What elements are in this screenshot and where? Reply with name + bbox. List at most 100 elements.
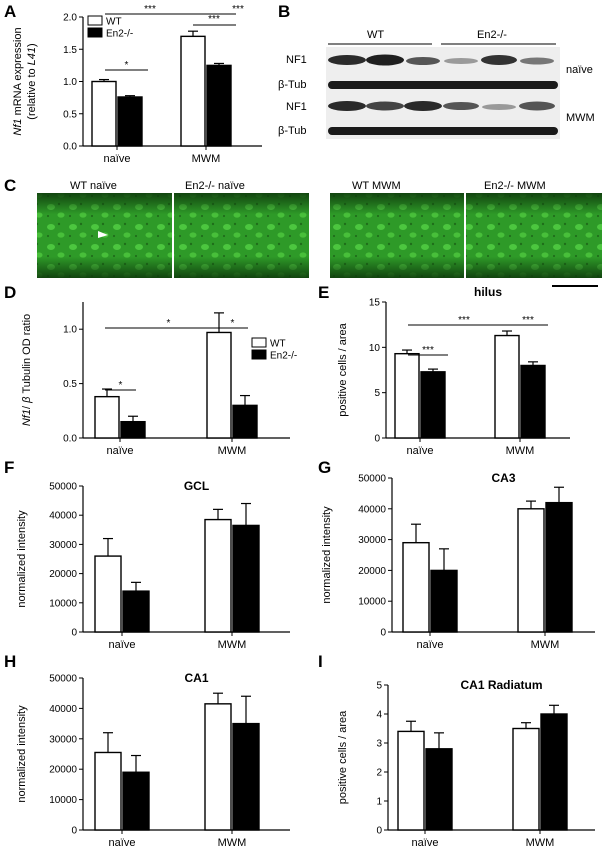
y-axis-label: normalized intensity — [16, 510, 28, 608]
y-tick-label: 50000 — [49, 674, 77, 685]
x-tick-label: naïve — [109, 837, 136, 849]
micrograph-wt-mwm — [330, 193, 464, 278]
y-tick-label: 20000 — [49, 569, 77, 580]
bar — [120, 420, 146, 439]
blot-band — [406, 57, 440, 65]
y-tick-label: 40000 — [358, 504, 386, 515]
x-tick-label: MWM — [218, 445, 247, 457]
x-tick-label: naïve — [104, 153, 131, 165]
y-tick-label: 5 — [374, 388, 380, 399]
x-tick-label: MWM — [531, 639, 560, 651]
chart-panel-d: 0.0 0.5 1.0 naïve MWM Nf1/ β Tubulin OD ratio… — [21, 302, 297, 457]
significance-label: * — [125, 60, 129, 71]
panel-letter-i: I — [318, 652, 323, 671]
panel-letter-h: H — [4, 652, 16, 671]
blot-membrane — [326, 47, 560, 139]
x-tick-label: MWM — [506, 445, 535, 457]
bar — [430, 569, 458, 633]
blot-band — [404, 101, 442, 111]
blot-band — [366, 101, 404, 111]
blot-band — [328, 101, 366, 111]
y-tick-label: 30000 — [49, 734, 77, 745]
blot-band — [519, 101, 555, 111]
bar — [520, 364, 546, 439]
blot-row-tub: β-Tub — [278, 79, 307, 91]
y-axis-label: normalized intensity — [16, 705, 28, 803]
significance-label: *** — [422, 345, 434, 356]
y-tick-label: 10000 — [49, 795, 77, 806]
y-tick-label: 1.0 — [63, 325, 77, 336]
blot-band — [443, 102, 479, 110]
legend-swatch — [87, 27, 103, 38]
y-tick-label: 20000 — [49, 765, 77, 776]
y-axis-label: normalized intensity — [321, 506, 333, 604]
significance-label: *** — [458, 315, 470, 326]
blot-row-nf1-b: NF1 — [286, 101, 307, 113]
y-tick-label: 10000 — [358, 597, 386, 608]
significance-label: * — [167, 318, 171, 329]
y-tick-label: 4 — [376, 710, 382, 721]
micro-label-ko-mwm: En2-/- MWM — [484, 180, 546, 192]
y-tick-label: 0.5 — [63, 379, 77, 390]
x-tick-label: MWM — [218, 837, 247, 849]
chart-panel-e: 0 5 10 15 naïve MWM hilus positive cells / area… — [337, 285, 570, 457]
bar — [94, 555, 122, 633]
blot-row-nf1: NF1 — [286, 54, 307, 66]
significance-label: * — [119, 380, 123, 391]
y-axis-label-line: (relative to L41) — [26, 43, 38, 119]
bar — [232, 524, 260, 633]
y-tick-label: 0.0 — [63, 142, 77, 153]
legend-swatch — [251, 337, 267, 348]
bar — [540, 713, 568, 831]
bar — [94, 751, 122, 831]
y-axis-label-part: / — [21, 403, 33, 409]
y-axis-label-part: Tubulin OD ratio — [21, 314, 33, 397]
blot-band — [328, 127, 558, 135]
y-tick-label: 0 — [376, 826, 382, 837]
y-axis-label-line: Nf1 mRNA expression — [12, 27, 24, 135]
bar — [206, 64, 232, 147]
blot-band — [481, 55, 517, 65]
y-tick-label: 15 — [369, 298, 381, 309]
chart-title: CA1 — [184, 671, 208, 685]
chart-panel-f: 0 10000 20000 30000 40000 50000 naïve MWM GCL nor… — [16, 479, 290, 651]
bar — [397, 730, 425, 831]
panel-letter-b: B — [278, 2, 290, 21]
micro-label-wt-mwm: WT MWM — [352, 180, 401, 192]
bar — [232, 722, 260, 831]
chart-title: GCL — [184, 479, 209, 493]
significance-label: *** — [208, 14, 220, 25]
panel-letter-f: F — [4, 458, 14, 477]
y-axis-label: Nf1/ β Tubulin OD ratio — [21, 314, 33, 426]
y-tick-label: 30000 — [49, 540, 77, 551]
arrowhead-marker — [98, 231, 108, 238]
y-axis-label-part: (relative to — [26, 65, 38, 119]
bar — [512, 727, 540, 831]
y-tick-label: 50000 — [49, 482, 77, 493]
y-tick-label: 2 — [376, 768, 382, 779]
bar — [394, 352, 420, 439]
y-tick-label: 1.0 — [63, 77, 77, 88]
chart-panel-g: 0 10000 20000 30000 40000 50000 naïve MWM CA3 nor… — [321, 471, 595, 651]
y-tick-label: 10 — [369, 343, 381, 354]
panel-letter-g: G — [318, 458, 331, 477]
blot-condition-naive: naïve — [566, 64, 593, 76]
micro-label-ko-naive: En2-/- naïve — [185, 180, 245, 192]
significance-label: *** — [232, 4, 244, 15]
blot-band — [328, 81, 558, 89]
x-tick-label: MWM — [526, 837, 555, 849]
bar — [494, 334, 520, 439]
y-tick-label: 1.5 — [63, 45, 77, 56]
y-tick-label: 0 — [71, 826, 77, 837]
chart-title: CA3 — [491, 471, 515, 485]
panel-letter-d: D — [4, 283, 16, 302]
y-tick-label: 0 — [380, 628, 386, 639]
y-axis-label: positive cells / area — [337, 710, 349, 804]
blot-row-tub-b: β-Tub — [278, 125, 307, 137]
blot-band — [366, 54, 404, 66]
western-blot: WT En2-/- NF1 β-Tub NF1 β-Tub naïve MWM — [278, 29, 595, 139]
legend-swatch — [251, 349, 267, 360]
y-tick-label: 0 — [374, 434, 380, 445]
bar — [204, 518, 232, 633]
